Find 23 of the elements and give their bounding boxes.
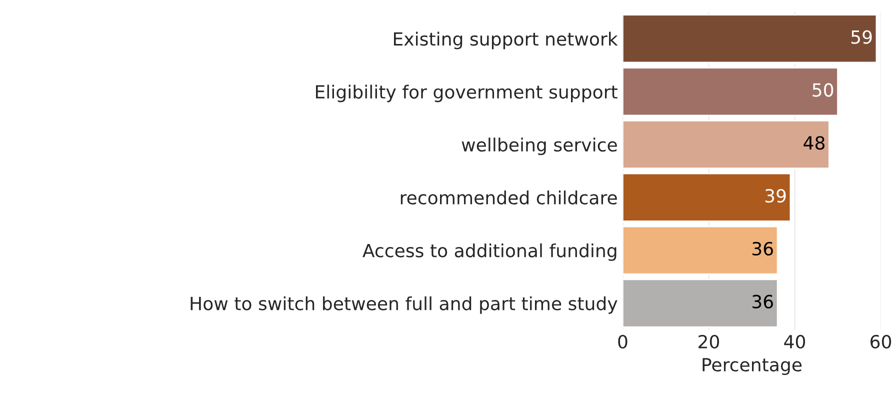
y-tick-label: Access to additional funding [362, 243, 616, 261]
data-label: 39 [765, 188, 786, 203]
y-tick-label: wellbeing service [462, 138, 617, 156]
bar [622, 278, 778, 328]
y-tick-label: Existing support network [394, 32, 618, 50]
bar [622, 67, 838, 116]
bar [622, 226, 778, 275]
data-label: 50 [812, 83, 834, 97]
bar [622, 120, 830, 169]
data-label: 48 [804, 136, 824, 150]
y-tick-label: recommended childcare [400, 190, 617, 205]
data-label: 59 [851, 30, 872, 44]
bar [622, 172, 792, 222]
x-axis-title: Percentage [702, 358, 802, 376]
x-tick-label: 40 [784, 334, 806, 349]
bar [622, 14, 878, 64]
data-label: 36 [752, 294, 773, 308]
x-tick-label: 60 [870, 334, 892, 349]
x-tick-label: 20 [698, 334, 720, 349]
x-tick-label: 0 [618, 334, 628, 349]
y-tick-label: Eligibility for government support [316, 84, 618, 102]
data-label: 36 [752, 242, 773, 256]
y-tick-label: How to switch between full and part time study [190, 296, 618, 314]
